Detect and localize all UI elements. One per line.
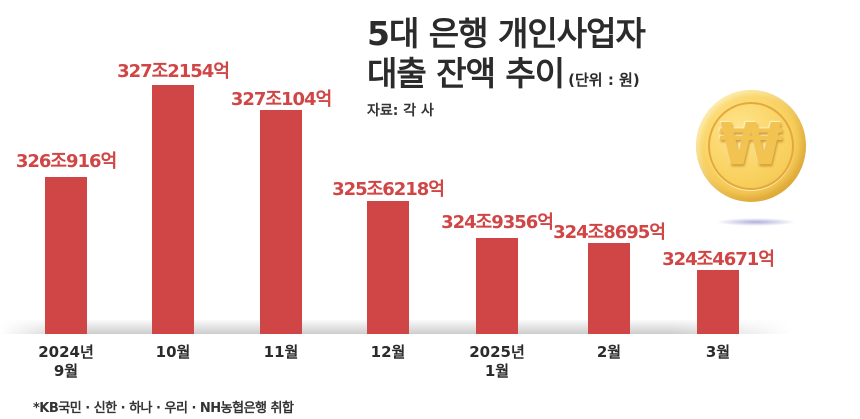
bar bbox=[367, 201, 409, 334]
unit-label: (단위 : 원) bbox=[568, 71, 640, 89]
x-tick-label: 2025년 1월 bbox=[469, 343, 525, 380]
x-tick-label: 11월 bbox=[263, 343, 299, 361]
x-tick-label: 3월 bbox=[705, 343, 731, 361]
source-label: 자료: 각 사 bbox=[367, 103, 434, 119]
footnote: *KB국민 · 신한 · 하나 · 우리 · NH농협은행 취합 bbox=[33, 401, 294, 416]
title-line-1: 5대 은행 개인사업자 bbox=[367, 14, 646, 53]
value-label: 324조9356억 bbox=[441, 212, 554, 233]
coin-shadow bbox=[716, 218, 796, 226]
chart-baseline bbox=[0, 320, 860, 334]
bar bbox=[697, 270, 739, 334]
bar bbox=[588, 243, 630, 334]
coin-ring bbox=[708, 102, 794, 190]
bar bbox=[476, 238, 518, 334]
value-label: 326조916억 bbox=[15, 151, 117, 172]
value-label: 327조2154억 bbox=[117, 61, 230, 82]
x-tick-label: 12월 bbox=[370, 343, 406, 361]
x-tick-label: 2024년 9월 bbox=[38, 343, 94, 380]
won-symbol: ₩ bbox=[719, 110, 783, 178]
title-line-2: 대출 잔액 추이 (단위 : 원) bbox=[367, 54, 640, 93]
won-coin-icon: ₩ bbox=[696, 90, 806, 202]
value-label: 325조6218억 bbox=[332, 179, 445, 200]
value-label: 324조4671억 bbox=[662, 249, 775, 270]
bar bbox=[260, 110, 302, 334]
x-tick-label: 10월 bbox=[155, 343, 191, 361]
bar bbox=[152, 85, 194, 334]
chart-title: 5대 은행 개인사업자 대출 잔액 추이 (단위 : 원) bbox=[367, 14, 646, 100]
value-label: 324조8695억 bbox=[553, 222, 666, 243]
value-label: 327조104억 bbox=[230, 89, 332, 110]
x-tick-label: 2월 bbox=[596, 343, 622, 361]
bar bbox=[45, 177, 87, 334]
